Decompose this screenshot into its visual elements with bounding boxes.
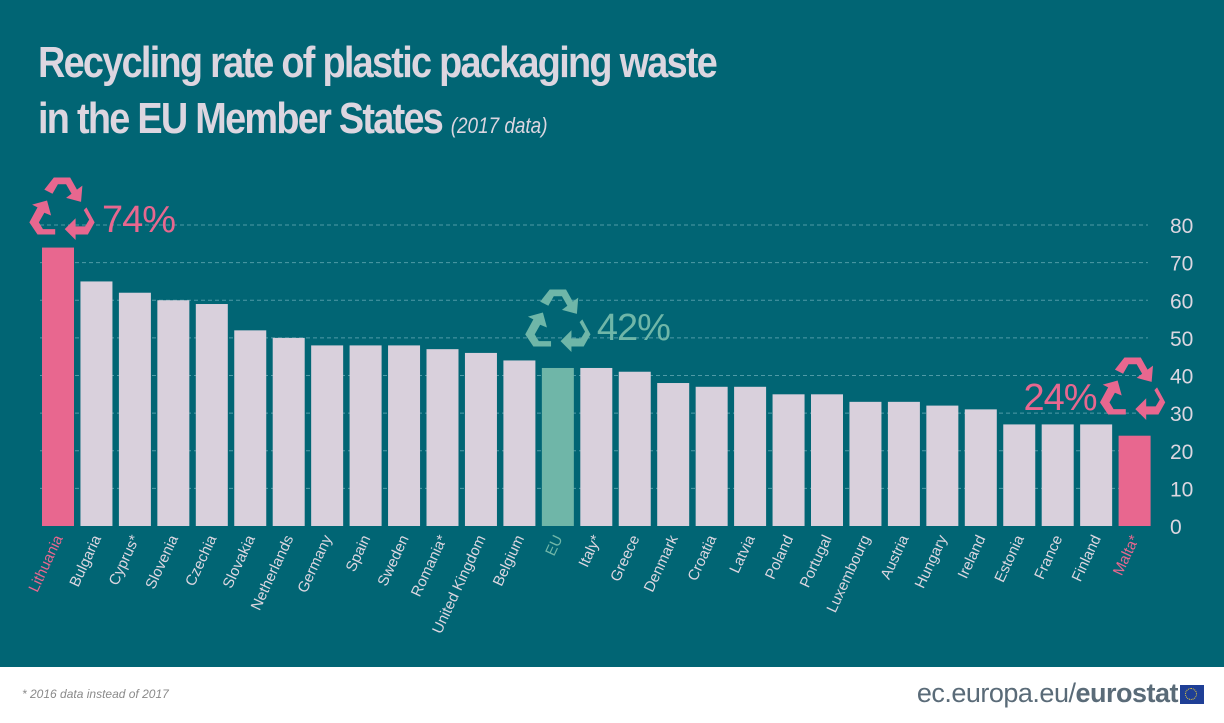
bar-czechia xyxy=(195,304,228,526)
bar-croatia xyxy=(695,386,728,526)
bar-finland xyxy=(1080,424,1113,526)
recycle-icon xyxy=(1099,357,1166,420)
x-tick-label: Germany xyxy=(294,532,336,596)
bar-spain xyxy=(349,345,382,526)
bar-portugal xyxy=(811,394,843,526)
chart-title-line2: in the EU Member States (2017 data) xyxy=(38,94,547,144)
bar-latvia xyxy=(734,386,767,526)
annotation-malta-: 24% xyxy=(1024,357,1166,420)
y-tick-label: 40 xyxy=(1170,366,1193,389)
x-tick-label: Latvia xyxy=(726,532,759,576)
x-tick-label: Poland xyxy=(762,533,797,583)
y-tick-label: 10 xyxy=(1170,478,1193,501)
x-tick-label: Cyprus* xyxy=(106,532,144,588)
bar-luxembourg xyxy=(849,401,882,526)
x-tick-label: Malta* xyxy=(1110,532,1143,578)
bar-germany xyxy=(311,345,344,526)
x-axis-labels: Lithuania Bulgaria Cyprus*Slovenia Czechia S… xyxy=(25,532,1143,637)
chart-subtitle: (2017 data) xyxy=(450,113,548,138)
y-tick-label: 30 xyxy=(1170,403,1193,426)
x-tick-label: Lithuania xyxy=(25,532,66,595)
bar-slovenia xyxy=(157,300,190,526)
x-tick-label: Estonia xyxy=(991,532,1028,585)
x-tick-label: Italy* xyxy=(575,532,605,570)
chart-title-line1: Recycling rate of plastic packaging wast… xyxy=(38,38,718,87)
eu-flag-icon xyxy=(1180,685,1204,704)
bar-netherlands xyxy=(272,337,305,526)
brand-name: eurostat xyxy=(1075,678,1178,708)
bar-poland xyxy=(772,394,805,526)
bar-malta- xyxy=(1118,435,1151,526)
x-tick-label: Belgium xyxy=(490,533,528,589)
annotation-value: 42% xyxy=(597,307,670,349)
bar-cyprus- xyxy=(118,292,151,526)
bar-italy- xyxy=(580,367,613,526)
x-tick-label: EU xyxy=(542,533,566,559)
bar-eu xyxy=(541,367,574,526)
y-axis-ticks: 0 10 20 30 40 50 60 70 80 xyxy=(1170,215,1193,539)
bar-denmark xyxy=(657,383,690,526)
x-tick-label: Hungary xyxy=(912,532,952,591)
x-tick-label: France xyxy=(1031,533,1066,582)
bar-bulgaria xyxy=(80,281,113,526)
bar-ireland xyxy=(964,409,997,526)
x-tick-label: Ireland xyxy=(955,533,990,582)
recycle-icon xyxy=(525,289,591,352)
annotation-lithuania: 74% xyxy=(29,177,176,241)
x-tick-label: Portugal xyxy=(797,533,836,591)
bar-sweden xyxy=(388,345,421,526)
bars xyxy=(42,247,1151,526)
y-tick-label: 20 xyxy=(1170,441,1193,464)
x-tick-label: Bulgaria xyxy=(66,532,105,590)
chart-title-line2-text: in the EU Member States xyxy=(38,94,444,143)
bar-romania- xyxy=(426,349,459,526)
annotations: 74% 42% 24% xyxy=(29,177,1166,420)
brand-prefix: ec.europa.eu/ xyxy=(916,678,1076,708)
bar-chart: 0 10 20 30 40 50 60 70 80 Lithuania Bulgaria Cypru… xyxy=(25,177,1193,637)
x-tick-label: Spain xyxy=(343,533,375,575)
y-tick-label: 0 xyxy=(1170,516,1182,539)
x-tick-label: Slovakia xyxy=(220,532,260,591)
x-tick-label: Austria xyxy=(877,532,912,582)
x-tick-label: Slovenia xyxy=(142,532,182,592)
bar-france xyxy=(1041,424,1074,526)
y-tick-label: 70 xyxy=(1170,253,1193,276)
bar-hungary xyxy=(926,405,959,526)
annotation-value: 74% xyxy=(102,199,175,241)
y-tick-label: 80 xyxy=(1170,215,1193,238)
x-tick-label: Sweden xyxy=(374,533,412,589)
x-tick-label: Finland xyxy=(1069,533,1105,585)
bar-greece xyxy=(618,371,651,526)
x-tick-label: Greece xyxy=(607,533,643,585)
y-tick-label: 60 xyxy=(1170,290,1193,313)
bar-austria xyxy=(887,401,920,526)
annotation-eu: 42% xyxy=(525,289,671,352)
x-tick-label: Romania* xyxy=(408,532,451,599)
eurostat-link[interactable]: ec.europa.eu/eurostat xyxy=(916,678,1179,709)
recycle-icon xyxy=(29,177,95,240)
bar-belgium xyxy=(503,360,536,526)
x-tick-label: Czechia xyxy=(182,532,221,589)
x-tick-label: Denmark xyxy=(641,532,682,595)
bar-slovakia xyxy=(234,330,267,526)
y-tick-label: 50 xyxy=(1170,328,1193,351)
x-tick-label: Croatia xyxy=(684,532,720,584)
footnote: * 2016 data instead of 2017 xyxy=(22,687,169,701)
bar-estonia xyxy=(1003,424,1036,526)
bar-lithuania xyxy=(42,247,74,526)
annotation-value: 24% xyxy=(1024,377,1097,419)
bar-united-kingdom xyxy=(464,352,497,526)
